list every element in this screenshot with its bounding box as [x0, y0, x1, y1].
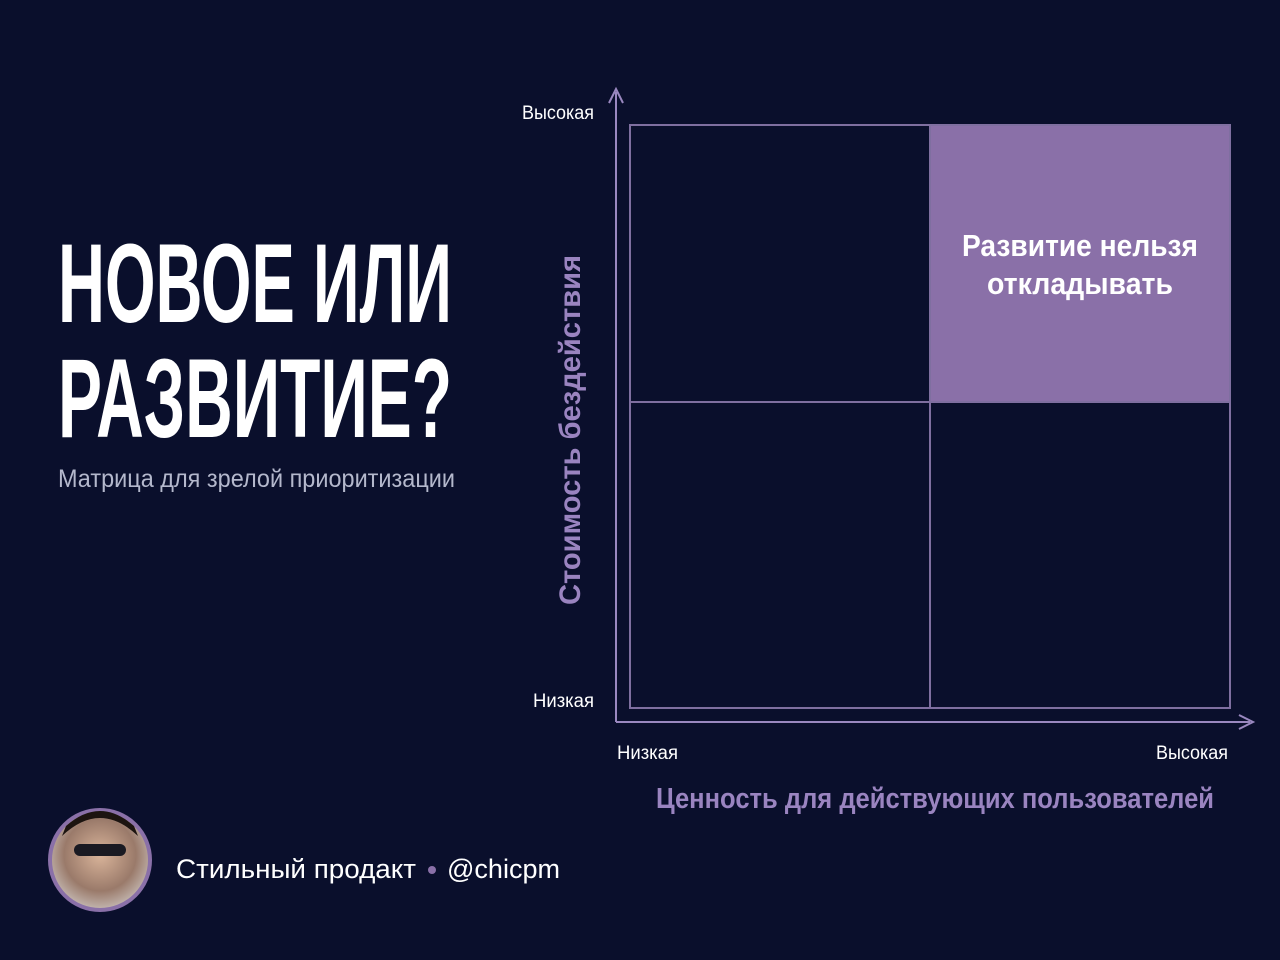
- x-axis-title: Ценность для действующих пользователей: [656, 783, 1214, 815]
- x-high-label: Высокая: [1156, 743, 1228, 764]
- title-line: РАЗВИТИЕ?: [58, 336, 452, 461]
- footer-name: Стильный продакт: [176, 854, 416, 884]
- title-line: НОВОЕ ИЛИ: [58, 221, 452, 346]
- footer-separator: [428, 866, 436, 874]
- quadrant-label: откладывать: [987, 266, 1173, 301]
- x-low-label: Низкая: [617, 743, 678, 764]
- avatar-glasses: [74, 844, 126, 856]
- x-axis-arrow: [1238, 714, 1256, 730]
- quadrant-label: Развитие нельзя: [962, 228, 1198, 263]
- highlight-quadrant: [930, 125, 1230, 402]
- avatar: [48, 808, 152, 912]
- footer-handle: @chicpm: [447, 854, 560, 884]
- y-axis-arrow: [608, 86, 624, 104]
- subtitle: Матрица для зрелой приоритизации: [58, 465, 455, 493]
- y-axis-title: Стоимость бездействия: [554, 255, 587, 605]
- y-high-label: Высокая: [522, 103, 594, 124]
- avatar-hair: [62, 811, 138, 836]
- y-low-label: Низкая: [533, 691, 594, 712]
